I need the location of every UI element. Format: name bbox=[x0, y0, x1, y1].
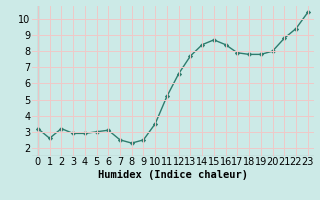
X-axis label: Humidex (Indice chaleur): Humidex (Indice chaleur) bbox=[98, 170, 248, 180]
